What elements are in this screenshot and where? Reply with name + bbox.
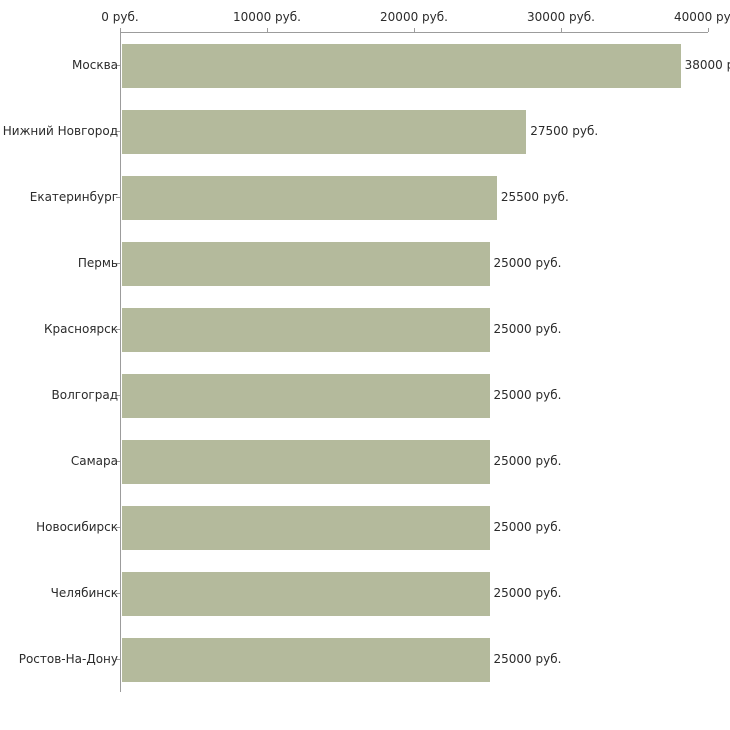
value-label: 25000 руб. bbox=[493, 388, 562, 402]
bar-6 bbox=[122, 440, 490, 484]
y-axis-tick-mark bbox=[116, 329, 120, 330]
y-axis-tick-mark bbox=[116, 263, 120, 264]
y-axis-tick-mark bbox=[116, 197, 120, 198]
value-label: 25000 руб. bbox=[493, 256, 562, 270]
bar-4 bbox=[122, 308, 490, 352]
bar-0 bbox=[122, 44, 681, 88]
x-axis-tick-mark bbox=[708, 28, 709, 32]
category-label: Самара bbox=[70, 454, 118, 468]
value-label: 25000 руб. bbox=[493, 520, 562, 534]
x-axis-tick-label: 30000 руб. bbox=[527, 10, 595, 24]
y-axis-tick-mark bbox=[116, 593, 120, 594]
value-label: 25500 руб. bbox=[500, 190, 569, 204]
y-axis-tick-mark bbox=[116, 395, 120, 396]
category-label: Пермь bbox=[77, 256, 118, 270]
category-label: Нижний Новгород bbox=[2, 124, 118, 138]
x-axis-tick-mark bbox=[267, 28, 268, 32]
bar-9 bbox=[122, 638, 490, 682]
category-label: Ростов-На-Дону bbox=[18, 652, 118, 666]
x-axis-tick-mark bbox=[414, 28, 415, 32]
bar-8 bbox=[122, 572, 490, 616]
x-axis-tick-label: 20000 руб. bbox=[380, 10, 448, 24]
value-label: 25000 руб. bbox=[493, 652, 562, 666]
y-axis-tick-mark bbox=[116, 461, 120, 462]
y-axis-tick-mark bbox=[116, 131, 120, 132]
category-label: Челябинск bbox=[50, 586, 118, 600]
x-axis-tick-mark bbox=[120, 28, 121, 32]
value-label: 25000 руб. bbox=[493, 454, 562, 468]
bar-2 bbox=[122, 176, 497, 220]
bar-5 bbox=[122, 374, 490, 418]
y-axis-tick-mark bbox=[116, 527, 120, 528]
x-axis-tick-label: 40000 руб. bbox=[674, 10, 730, 24]
x-axis-tick-mark bbox=[561, 28, 562, 32]
bar-3 bbox=[122, 242, 490, 286]
bar-7 bbox=[122, 506, 490, 550]
y-axis-tick-mark bbox=[116, 659, 120, 660]
x-axis-tick-label: 10000 руб. bbox=[233, 10, 301, 24]
value-label: 27500 руб. bbox=[530, 124, 599, 138]
value-label: 25000 руб. bbox=[493, 322, 562, 336]
y-axis-tick-mark bbox=[116, 65, 120, 66]
category-label: Новосибирск bbox=[36, 520, 118, 534]
category-label: Москва bbox=[72, 58, 118, 72]
category-label: Красноярск bbox=[44, 322, 118, 336]
category-label: Волгоград bbox=[51, 388, 118, 402]
value-label: 25000 руб. bbox=[493, 586, 562, 600]
x-axis-tick-label: 0 руб. bbox=[101, 10, 139, 24]
plot-area bbox=[120, 32, 708, 692]
category-label: Екатеринбург bbox=[29, 190, 118, 204]
bar-1 bbox=[122, 110, 527, 154]
value-label: 38000 руб. bbox=[684, 58, 730, 72]
